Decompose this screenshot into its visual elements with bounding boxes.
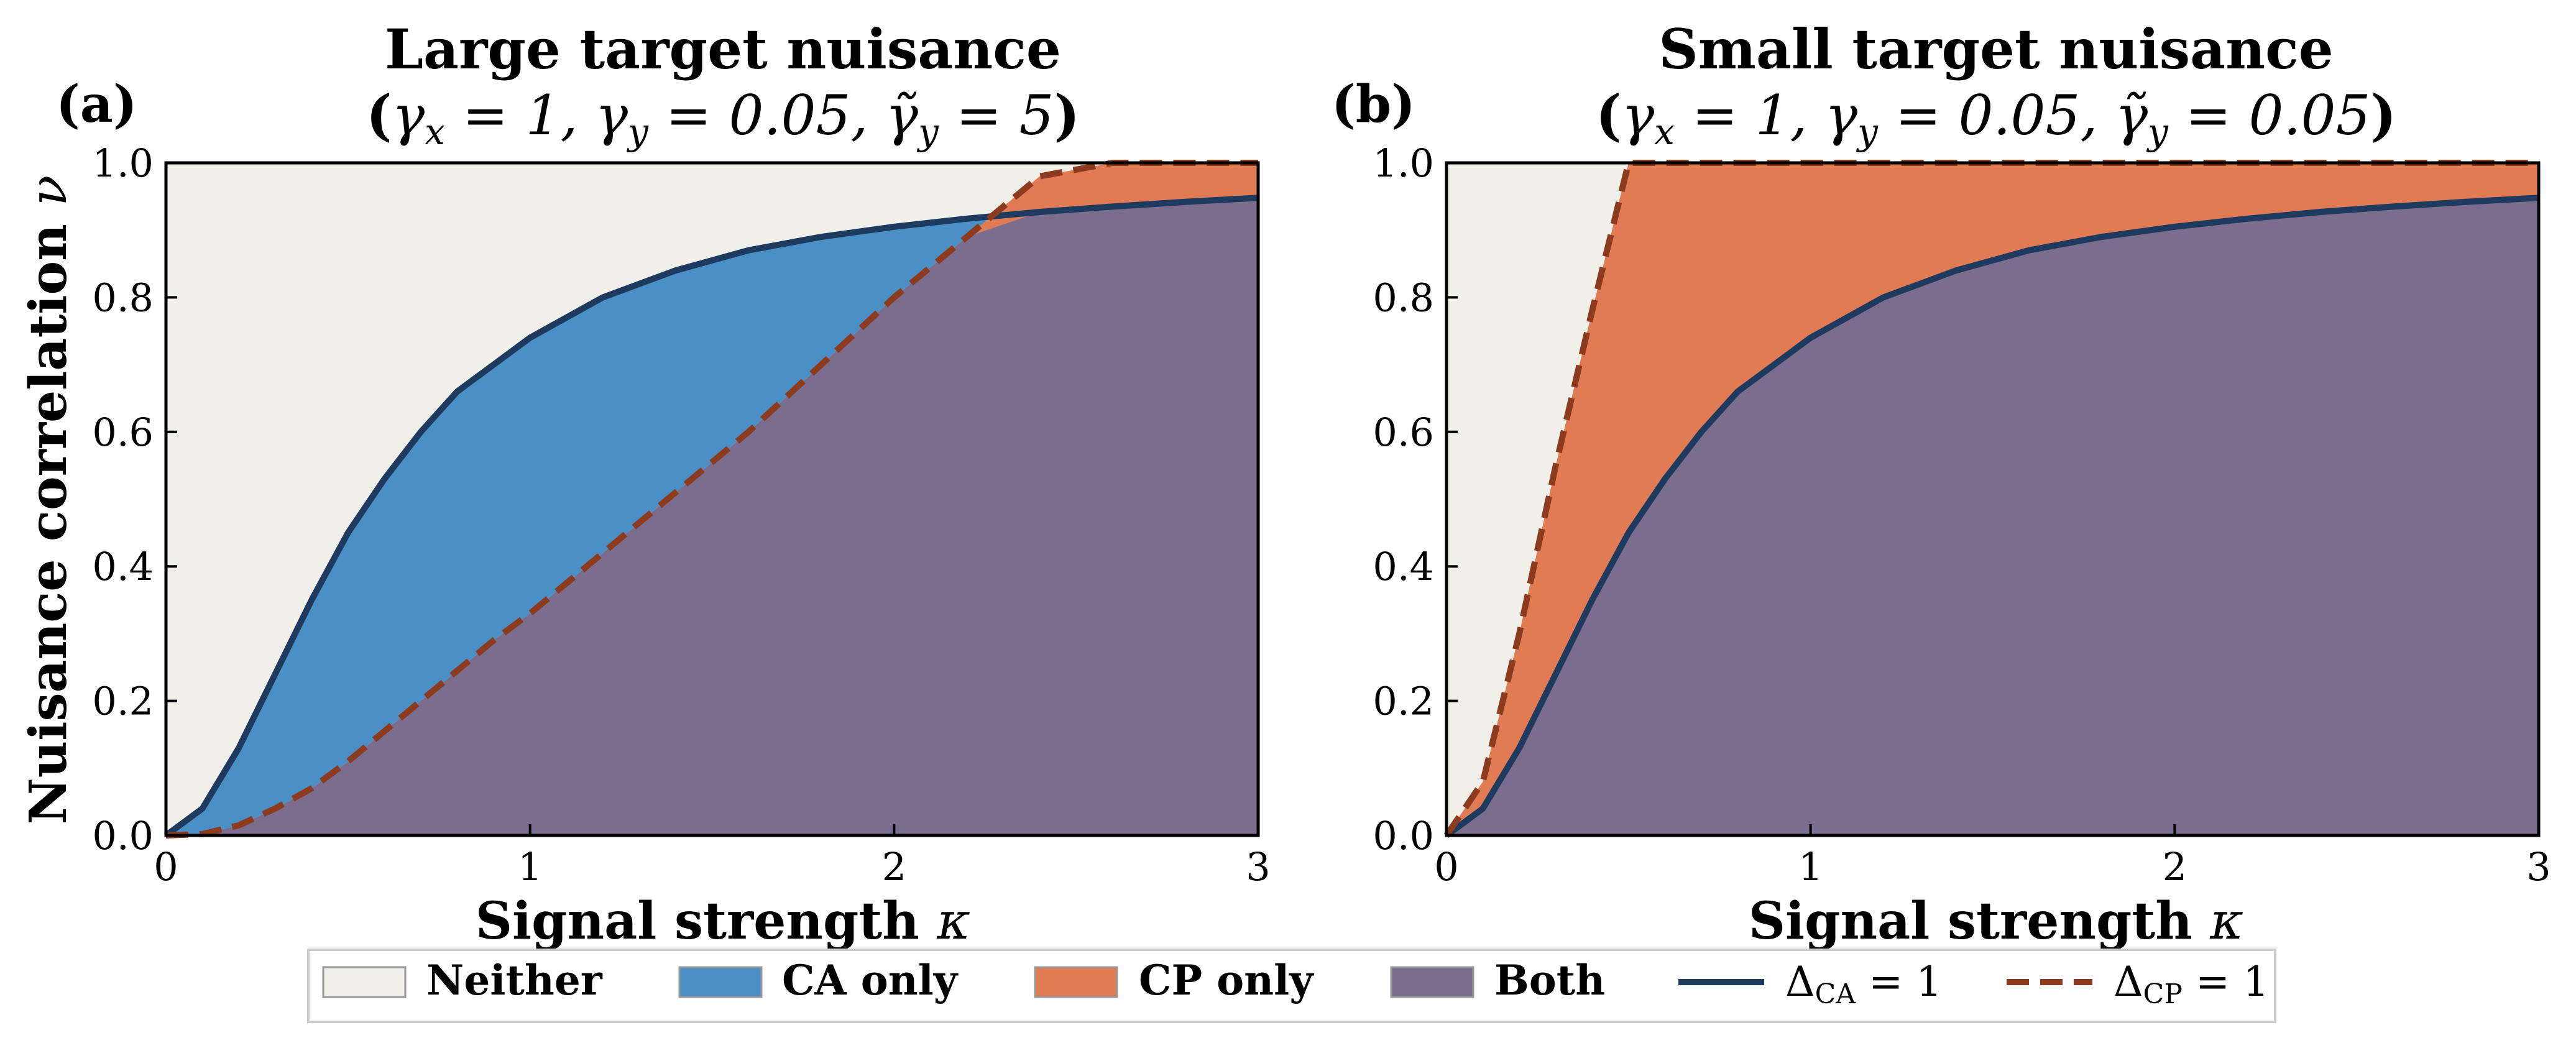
panel-a-xtick-label: 2 <box>882 844 906 889</box>
panel-b-line-delta-ca <box>1445 195 2539 839</box>
legend-frame <box>307 949 2276 1023</box>
panel-a-ytick-label: 0.4 <box>92 544 154 589</box>
panel-a-ytick-label: 0.6 <box>92 410 154 455</box>
panel-b-plot-area: 0 1 2 3 0.0 0.2 0.4 0.6 0.8 1.0 <box>1373 140 2551 889</box>
panel-a-ylabel: Nuisance correlation ν <box>19 175 78 825</box>
panel-a-axes-frame <box>164 161 1260 837</box>
panel-a-xlabel: Signal strength κ <box>476 891 970 951</box>
panel-a-ytick-label: 0.0 <box>92 813 154 858</box>
panel-b-subtitle: (γx = 1, γy = 0.05, γ̃y = 0.05) <box>1596 83 2396 153</box>
panel-b-ytick-label: 0.4 <box>1373 544 1434 589</box>
panel-a-ytick-label: 0.8 <box>92 275 154 320</box>
panel-b-ytick-label: 1.0 <box>1373 140 1434 186</box>
panel-a-ytick-label: 1.0 <box>92 140 154 186</box>
panel-b-ytick-label: 0.8 <box>1373 275 1434 320</box>
legend: Neither CA only CP only Both ΔCA = 1 ΔCP… <box>307 949 2276 1023</box>
panel-a-line-delta-cp <box>165 160 1258 839</box>
legend-label-ca-line: ΔCA = 1 <box>1785 958 1942 1010</box>
legend-label-neither: Neither <box>426 956 603 1004</box>
panel-b-region-both <box>1447 198 2539 835</box>
legend-label-ca-only: CA only <box>782 956 959 1004</box>
panel-a-xtick-label: 1 <box>518 844 542 889</box>
panel-a-subtitle: (γx = 1, γy = 0.05, γ̃y = 5) <box>366 83 1080 153</box>
panel-a-ytick-label: 0.2 <box>92 679 154 724</box>
panel-b: (b) Small target nuisance (γx = 1, γy = … <box>1332 17 2551 951</box>
panel-a-region-both <box>166 198 1258 835</box>
panel-a-plot-area: 0 1 2 3 0.0 0.2 0.4 0.6 0.8 1.0 <box>92 140 1270 889</box>
panel-b-ytick-label: 0.0 <box>1373 813 1434 858</box>
legend-label-cp-line: ΔCP = 1 <box>2114 958 2269 1010</box>
panel-b-xtick-label: 0 <box>1434 844 1458 889</box>
panel-a: (a) Large target nuisance (γx = 1, γy = … <box>19 17 1271 951</box>
legend-swatch-ca-only <box>678 966 763 998</box>
legend-swatch-both <box>1390 966 1474 998</box>
panel-a-line-delta-ca <box>164 195 1259 839</box>
panel-b-title: Small target nuisance <box>1658 17 2334 81</box>
legend-swatch-cp-only <box>1034 966 1118 998</box>
panel-b-region-cp-only <box>1447 163 2539 835</box>
legend-swatch-neither <box>322 966 407 998</box>
panel-b-xlabel: Signal strength κ <box>1749 891 2243 951</box>
panel-b-xtick-label: 2 <box>2163 844 2187 889</box>
legend-label-cp-only: CP only <box>1139 956 1314 1004</box>
panel-b-axes-frame <box>1445 161 2541 837</box>
panel-a-xtick-label: 0 <box>154 844 178 889</box>
panel-b-xtick-label: 1 <box>1798 844 1823 889</box>
panel-a-xtick-label: 3 <box>1246 844 1270 889</box>
panel-a-region-ca-only <box>166 198 1258 835</box>
legend-label-both: Both <box>1494 956 1605 1004</box>
panel-label-a: (a) <box>56 75 137 134</box>
panel-b-ytick-label: 0.6 <box>1373 410 1434 455</box>
panel-a-title: Large target nuisance <box>385 17 1061 81</box>
panel-label-b: (b) <box>1332 75 1415 134</box>
panel-b-ytick-label: 0.2 <box>1373 679 1434 724</box>
panel-b-xtick-label: 3 <box>2526 844 2551 889</box>
